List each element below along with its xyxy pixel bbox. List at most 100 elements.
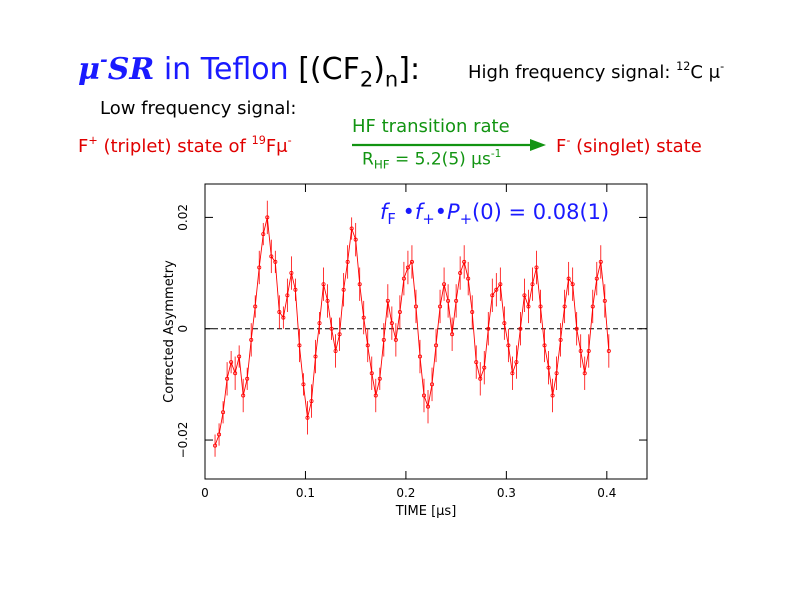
data-point <box>554 371 559 376</box>
data-point <box>213 443 218 448</box>
hf-rate-value: RHF = 5.2(5) μs-1 <box>362 148 502 172</box>
data-point <box>598 259 603 264</box>
data-point <box>602 298 607 303</box>
data-point <box>430 382 435 387</box>
title-sr: SR <box>107 52 155 88</box>
data-point <box>217 432 222 437</box>
data-point <box>293 287 298 292</box>
data-point <box>502 321 507 326</box>
data-point <box>530 282 535 287</box>
data-point <box>510 371 515 376</box>
data-point <box>313 354 318 359</box>
x-tick-label: 0.4 <box>597 486 616 500</box>
data-point <box>221 410 226 415</box>
data-point <box>233 371 238 376</box>
data-point <box>458 271 463 276</box>
data-point <box>245 376 250 381</box>
title-mu-symbol: μ- <box>78 50 108 88</box>
data-point <box>357 282 362 287</box>
high-frequency-signal-label: High frequency signal: 12C μ- <box>468 60 725 83</box>
data-point <box>446 298 451 303</box>
data-point <box>285 293 290 298</box>
transition-arrow-icon <box>352 139 546 151</box>
data-point <box>478 376 483 381</box>
data-point <box>526 304 531 309</box>
data-point <box>566 276 571 281</box>
data-point <box>393 337 398 342</box>
data-point <box>514 360 519 365</box>
data-point <box>253 304 258 309</box>
data-point <box>578 348 583 353</box>
data-point <box>261 232 266 237</box>
x-tick-label: 0 <box>201 486 209 500</box>
data-point <box>401 276 406 281</box>
plot-frame <box>204 183 648 480</box>
data-point <box>562 304 567 309</box>
low-frequency-signal-label: Low frequency signal: <box>100 98 297 119</box>
data-point <box>257 265 262 270</box>
x-tick-label: 0.1 <box>296 486 315 500</box>
data-point <box>426 404 431 409</box>
data-point <box>409 259 414 264</box>
hf-transition-rate-label: HF transition rate <box>352 116 510 137</box>
y-tick-label: −0.02 <box>176 422 190 459</box>
data-point <box>353 237 358 242</box>
y-axis-label: Corrected Asymmetry <box>162 260 177 403</box>
data-point <box>229 360 234 365</box>
data-point <box>434 343 439 348</box>
data-point <box>454 298 459 303</box>
data-point <box>413 304 418 309</box>
data-point <box>421 393 426 398</box>
data-point <box>225 376 230 381</box>
data-point <box>405 265 410 270</box>
data-point <box>365 343 370 348</box>
y-tick-label: 0 <box>176 325 190 333</box>
data-point <box>582 371 587 376</box>
data-point <box>606 348 611 353</box>
data-point <box>381 337 386 342</box>
data-point <box>490 293 495 298</box>
data-point <box>317 321 322 326</box>
asymmetry-chart: 0 0.1 0.2 0.3 0.4 −0.02 0 0.02 TIME [μs] Correcte… <box>162 183 648 519</box>
data-point <box>377 376 382 381</box>
data-point <box>570 282 575 287</box>
data-point <box>265 215 270 220</box>
data-point <box>486 326 491 331</box>
data-point <box>361 315 366 320</box>
data-point <box>522 293 527 298</box>
singlet-state-label: F- (singlet) state <box>556 134 702 157</box>
data-point <box>482 365 487 370</box>
data-point <box>542 343 547 348</box>
data-point <box>546 365 551 370</box>
data-point <box>594 276 599 281</box>
data-point <box>321 282 326 287</box>
data-point <box>470 310 475 315</box>
data-point <box>337 332 342 337</box>
data-point <box>277 310 282 315</box>
data-point <box>241 393 246 398</box>
data-point <box>349 226 354 231</box>
data-point <box>301 382 306 387</box>
slide-title: μ-SR in Teflon [(CF2)n]: <box>78 50 420 90</box>
data-point <box>442 282 447 287</box>
data-point <box>586 348 591 353</box>
data-point <box>498 282 503 287</box>
data-point <box>438 304 443 309</box>
data-point <box>341 287 346 292</box>
data-point <box>550 393 555 398</box>
data-point <box>273 259 278 264</box>
data-point <box>590 304 595 309</box>
data-point <box>538 304 543 309</box>
x-tick-label: 0.2 <box>396 486 415 500</box>
data-point <box>450 332 455 337</box>
data-point <box>494 287 499 292</box>
data-point <box>462 259 467 264</box>
data-point <box>249 337 254 342</box>
data-point <box>309 399 314 404</box>
data-point <box>329 326 334 331</box>
data-point <box>281 315 286 320</box>
data-point <box>237 354 242 359</box>
title-in-teflon: in Teflon <box>154 52 299 88</box>
fraction-annotation: fF •f+•P+(0) = 0.08(1) <box>380 200 610 229</box>
data-point <box>397 310 402 315</box>
